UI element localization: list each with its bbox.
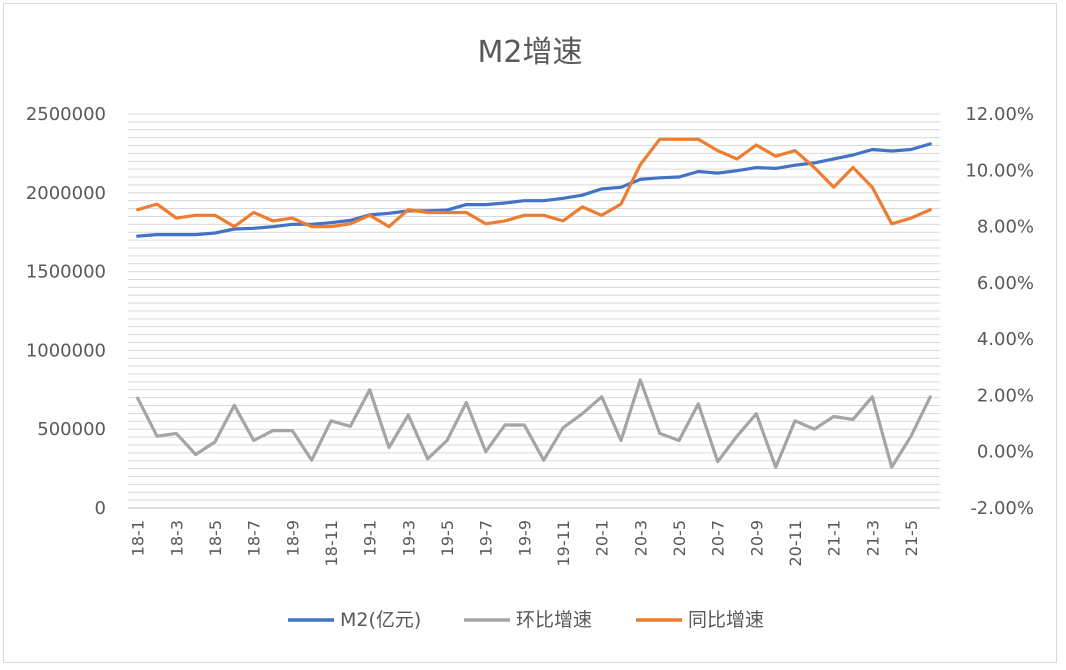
right-y-tick-label: 12.00% xyxy=(965,104,1034,125)
right-y-tick-label: 8.00% xyxy=(977,217,1034,238)
left-y-tick-label: 2500000 xyxy=(26,104,106,125)
left-y-axis: 0 500000 1000000 1500000 2000000 2500000 xyxy=(26,104,106,519)
right-y-tick-label: 10.00% xyxy=(965,160,1034,181)
chart-frame xyxy=(3,3,1057,663)
series-line xyxy=(136,142,932,238)
legend: M2(亿元) 环比增速 同比增速 xyxy=(288,609,764,631)
x-tick-label: 21-1 xyxy=(825,520,844,556)
x-tick-label: 21-3 xyxy=(863,520,882,556)
x-tick-label: 19-5 xyxy=(438,520,457,556)
series-line xyxy=(136,137,932,229)
x-tick-label: 18-1 xyxy=(129,520,148,556)
legend-label: 环比增速 xyxy=(516,609,592,631)
x-tick-label: 19-7 xyxy=(477,520,496,556)
x-tick-label: 20-5 xyxy=(670,520,689,556)
right-y-tick-label: 6.00% xyxy=(977,273,1034,294)
right-y-tick-label: 0.00% xyxy=(977,442,1034,463)
x-tick-label: 20-3 xyxy=(631,520,650,556)
x-tick-label: 18-9 xyxy=(283,520,302,556)
x-tick-label: 18-11 xyxy=(322,520,341,567)
legend-label: M2(亿元) xyxy=(340,609,421,631)
x-tick-label: 20-1 xyxy=(593,520,612,556)
left-y-tick-label: 0 xyxy=(95,498,106,519)
left-y-tick-label: 2000000 xyxy=(26,183,106,204)
x-tick-label: 18-5 xyxy=(206,520,225,556)
left-y-tick-label: 1000000 xyxy=(26,340,106,361)
x-tick-label: 20-7 xyxy=(709,520,728,556)
right-y-tick-label: -2.00% xyxy=(970,498,1034,519)
x-tick-label: 19-1 xyxy=(361,520,380,556)
chart-title: M2增速 xyxy=(478,35,583,70)
x-tick-label: 19-9 xyxy=(515,520,534,556)
x-tick-label: 19-11 xyxy=(554,520,573,567)
x-tick-label: 20-11 xyxy=(786,520,805,567)
series-lines xyxy=(136,137,932,469)
x-tick-label: 20-9 xyxy=(747,520,766,556)
x-tick-label: 21-5 xyxy=(902,520,921,556)
x-tick-label: 19-3 xyxy=(399,520,418,556)
x-axis: 18-1 18-3 18-5 18-7 18-9 18-11 19-1 19-3 19-5 19-… xyxy=(129,520,921,567)
right-y-tick-label: 2.00% xyxy=(977,385,1034,406)
x-tick-label: 18-7 xyxy=(245,520,264,556)
right-y-tick-label: 4.00% xyxy=(977,329,1034,350)
left-y-tick-label: 500000 xyxy=(37,419,106,440)
right-y-axis: -2.00% 0.00% 2.00% 4.00% 6.00% 8.00% 10.00% 12.… xyxy=(965,104,1034,519)
left-y-tick-label: 1500000 xyxy=(26,262,106,283)
series-line xyxy=(136,378,932,469)
x-tick-label: 18-3 xyxy=(167,520,186,556)
legend-label: 同比增速 xyxy=(688,609,764,631)
